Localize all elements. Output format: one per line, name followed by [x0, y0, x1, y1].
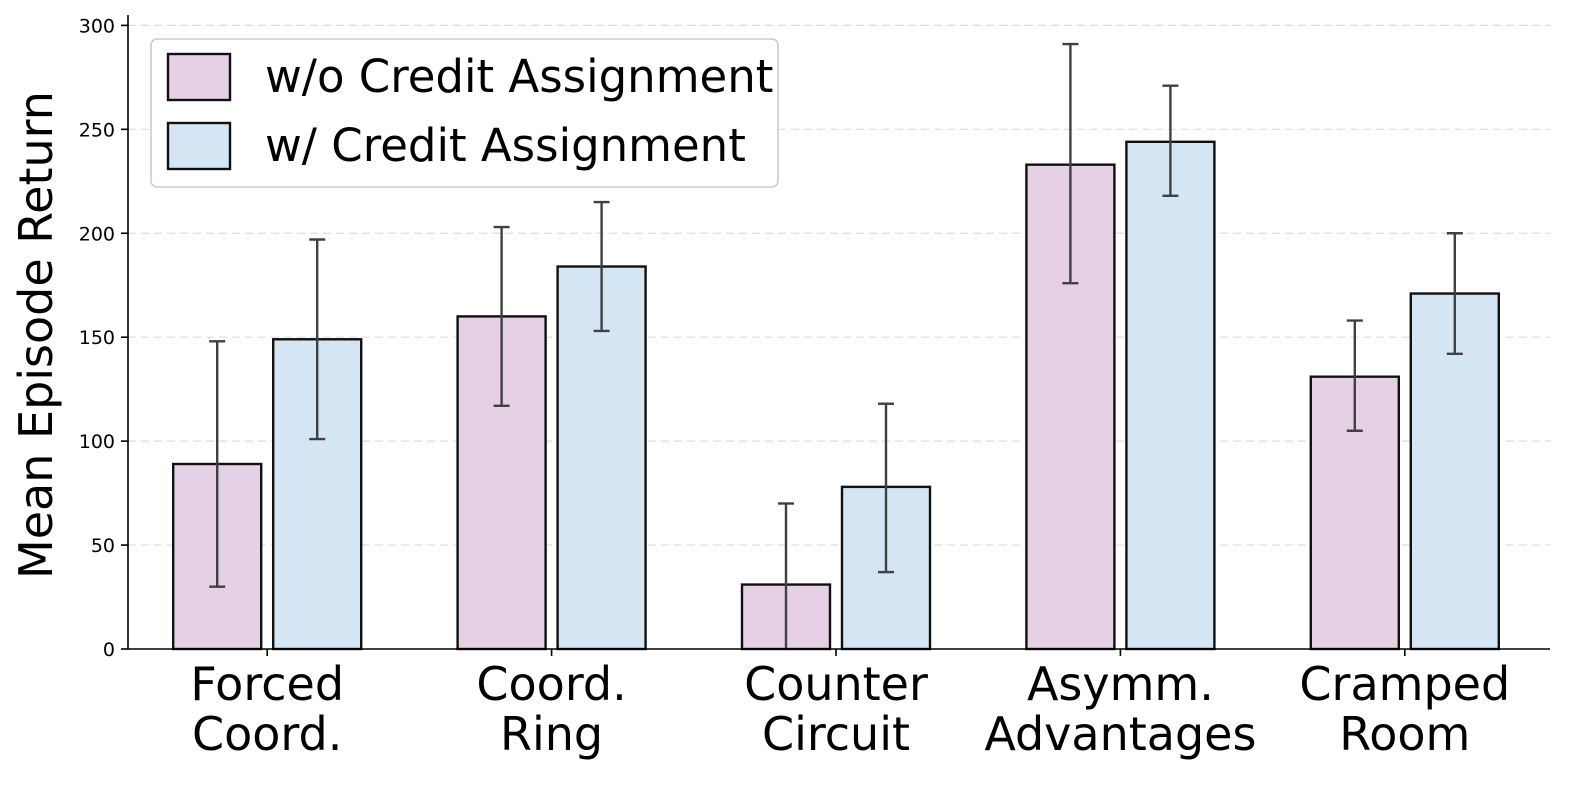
- legend-swatch-1: [166, 121, 232, 171]
- x-tick-label: Forced Coord.: [190, 657, 344, 761]
- x-tick-label-line: Coord.: [192, 707, 342, 761]
- x-tick-label-line: Cramped: [1299, 657, 1510, 711]
- y-tick-label: 0: [103, 639, 115, 661]
- y-tick-label: 250: [79, 119, 115, 141]
- x-tick-label-line: Advantages: [984, 707, 1256, 761]
- x-tick-label-line: Asymm.: [1027, 657, 1214, 711]
- bar-1-3: [1125, 140, 1216, 651]
- y-tick-label: 50: [91, 535, 115, 557]
- y-tick-label: 100: [79, 431, 115, 453]
- legend: w/o Credit Assignment w/ Credit Assignmen…: [150, 38, 779, 188]
- y-tick-label: 300: [79, 15, 115, 37]
- x-tick-label-line: Forced: [190, 657, 344, 711]
- x-tick-label-line: Room: [1339, 707, 1470, 761]
- legend-swatch-0: [166, 52, 232, 102]
- y-axis-label: Mean Episode Return: [9, 91, 63, 579]
- legend-label-1: w/ Credit Assignment: [265, 119, 746, 172]
- x-tick-label-line: Counter: [744, 657, 928, 711]
- legend-box: [150, 38, 779, 188]
- x-tick-label: Counter Circuit: [744, 657, 928, 761]
- y-tick-label: 150: [79, 327, 115, 349]
- legend-label-0: w/o Credit Assignment: [265, 50, 773, 103]
- x-tick-label-line: Ring: [500, 707, 603, 761]
- x-tick-label: Coord. Ring: [476, 657, 626, 761]
- y-tick-label: 200: [79, 223, 115, 245]
- error-bars: [209, 42, 1463, 649]
- x-tick-label: Cramped Room: [1299, 657, 1510, 761]
- axes: [121, 15, 1550, 656]
- bars: [171, 140, 1501, 651]
- x-tick-label-line: Coord.: [476, 657, 626, 711]
- x-tick-label-line: Circuit: [762, 707, 910, 761]
- x-tick-label: Asymm. Advantages: [984, 657, 1256, 761]
